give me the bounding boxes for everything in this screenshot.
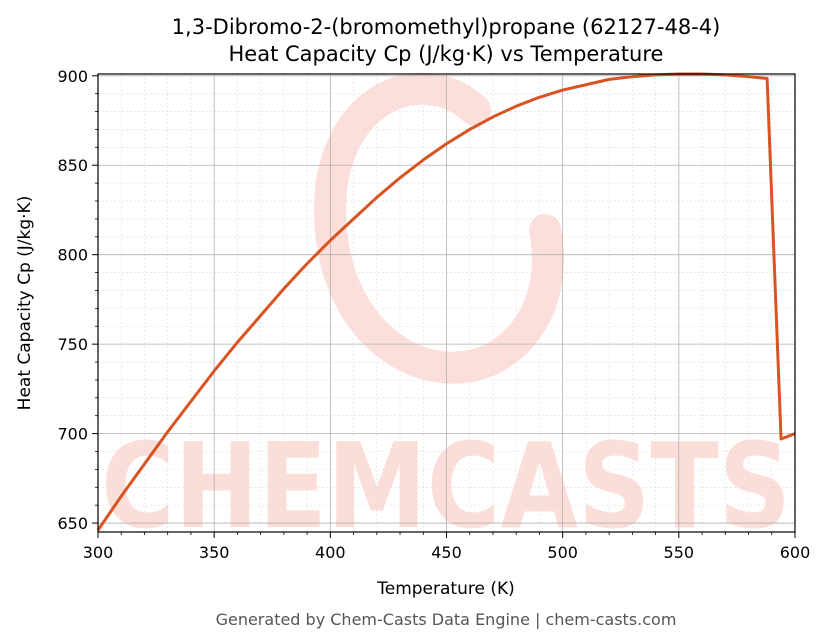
- x-tick-label: 350: [199, 543, 230, 562]
- x-tick-label: 450: [431, 543, 462, 562]
- x-tick-label: 400: [315, 543, 346, 562]
- x-tick-label: 300: [83, 543, 114, 562]
- y-tick-label: 900: [57, 67, 88, 86]
- chart-title-line2: Heat Capacity Cp (J/kg·K) vs Temperature: [229, 42, 664, 66]
- y-tick-label: 700: [57, 425, 88, 444]
- watermark: CHEMCASTS: [101, 72, 791, 555]
- axis-ticks: 300 350 400 450 500 550 600 650 700 750 800 850 900: [57, 67, 810, 562]
- x-tick-label: 550: [664, 543, 695, 562]
- x-tick-label: 600: [780, 543, 811, 562]
- y-tick-label: 750: [57, 335, 88, 354]
- y-tick-label: 650: [57, 514, 88, 533]
- x-tick-label: 500: [547, 543, 578, 562]
- chart-title-line1: 1,3-Dibromo-2-(bromomethyl)propane (6212…: [172, 15, 721, 39]
- y-tick-label: 850: [57, 156, 88, 175]
- x-axis-label: Temperature (K): [376, 579, 515, 599]
- footer-credit: Generated by Chem-Casts Data Engine | ch…: [216, 610, 677, 629]
- y-tick-label: 800: [57, 246, 88, 265]
- y-axis-label: Heat Capacity Cp (J/kg·K): [15, 196, 35, 411]
- watermark-swirl-icon: [313, 72, 564, 384]
